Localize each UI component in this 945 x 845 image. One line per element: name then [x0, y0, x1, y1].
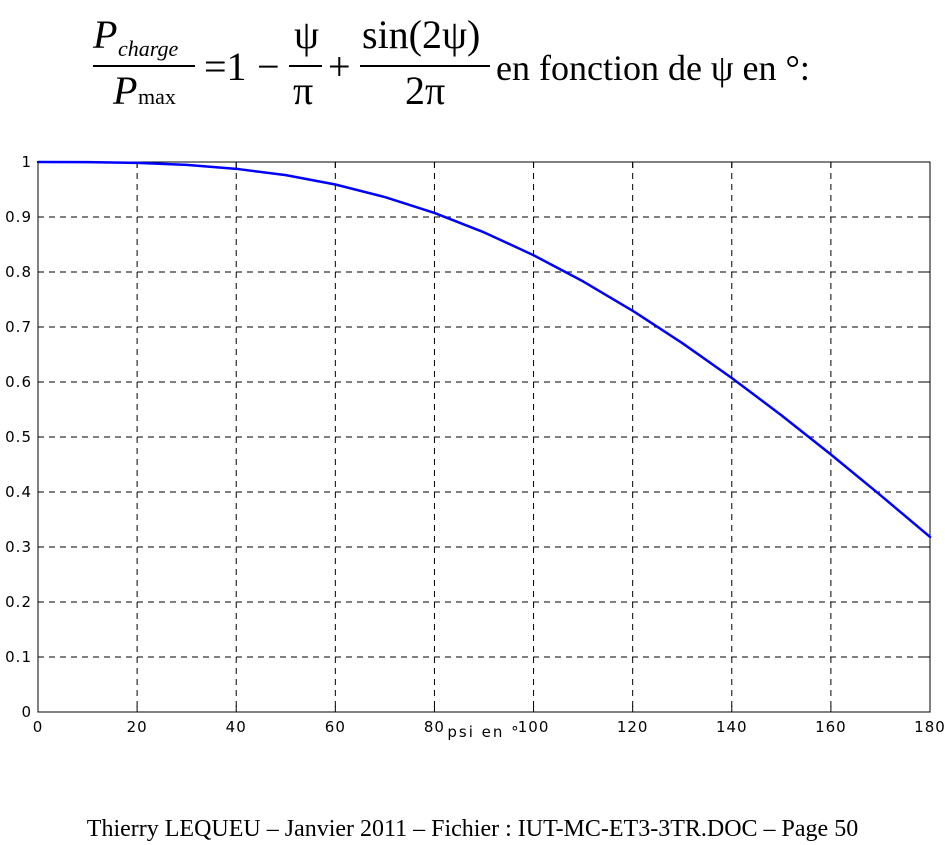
data-point	[235, 168, 238, 170]
data-point	[532, 254, 535, 257]
y-tick-label: 0.6	[5, 373, 32, 391]
data-point	[37, 161, 39, 163]
tick-labels: 0 20 40 60 80 100 120 140 160 180 0 0.1 0.2 0.3 0.4 0.5…	[5, 153, 945, 736]
data-point	[631, 309, 634, 312]
plus-sign: +	[328, 44, 351, 89]
data-point	[433, 212, 436, 214]
lhs-numerator-symbol: P	[92, 12, 117, 57]
psi-numerator: ψ	[294, 12, 319, 57]
formula: P charge P max =1 − ψ π + sin(2ψ) 2π en …	[92, 12, 810, 113]
y-tick-label: 0.8	[5, 263, 32, 281]
y-tick-label: 1	[21, 153, 32, 171]
lhs-numerator-subscript: charge	[118, 36, 179, 61]
x-tick-label: 140	[716, 718, 748, 736]
data-point	[879, 494, 882, 496]
y-tick-label: 0	[21, 703, 32, 721]
data-point	[284, 174, 287, 176]
y-tick-label: 0.5	[5, 428, 32, 446]
series-line	[36, 160, 932, 539]
x-tick-label: 0	[33, 718, 44, 736]
footer-text: Thierry LEQUEU – Janvier 2011 – Fichier …	[86, 816, 859, 842]
data-point	[681, 342, 684, 344]
equals-one: =1	[204, 44, 247, 89]
y-tick-label: 0.2	[5, 593, 32, 611]
data-point	[334, 183, 337, 186]
data-point	[830, 453, 832, 456]
x-tick-label: 20	[127, 718, 148, 736]
sin-numerator: sin(2ψ)	[362, 12, 480, 57]
data-point	[136, 162, 138, 164]
x-tick-label: 180	[914, 718, 945, 736]
data-point	[483, 231, 485, 234]
two-pi-denominator: 2π	[405, 68, 445, 113]
formula-tail-text: en fonction de ψ en °:	[496, 48, 810, 88]
y-tick-label: 0.4	[5, 483, 32, 501]
data-point	[86, 161, 89, 163]
series-layer	[36, 160, 932, 539]
y-tick-label: 0.9	[5, 208, 32, 226]
grid	[38, 162, 930, 712]
data-point	[582, 280, 584, 283]
x-axis-label: psi en °	[447, 723, 520, 741]
x-tick-label: 120	[617, 718, 649, 736]
x-tick-label: 160	[815, 718, 847, 736]
y-tick-label: 0.3	[5, 538, 32, 556]
data-point	[780, 414, 783, 417]
x-tick-label: 40	[226, 718, 247, 736]
lhs-denominator-symbol: P	[112, 68, 137, 113]
data-point	[730, 377, 733, 379]
pi-denominator: π	[293, 68, 313, 113]
data-point	[384, 196, 386, 198]
ticks	[37, 161, 931, 713]
y-tick-label: 0.1	[5, 648, 32, 666]
data-point	[185, 164, 188, 166]
lhs-denominator-subscript: max	[138, 84, 176, 109]
y-tick-label: 0.7	[5, 318, 32, 336]
minus-sign: −	[257, 44, 280, 89]
x-tick-label: 100	[518, 718, 550, 736]
x-tick-label: 60	[325, 718, 346, 736]
x-tick-label: 80	[424, 718, 445, 736]
data-point	[929, 536, 931, 538]
line-chart: 0 20 40 60 80 100 120 140 160 180 0 0.1 0.2 0.3 0.4 0.5…	[5, 153, 945, 741]
